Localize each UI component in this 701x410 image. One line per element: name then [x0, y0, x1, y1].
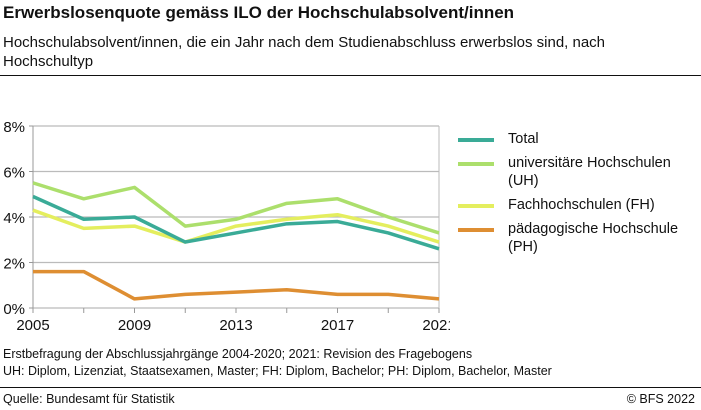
y-tick-label: 6% — [3, 165, 25, 182]
note-2: UH: Diplom, Lizenziat, Staatsexamen, Mas… — [3, 364, 552, 378]
y-tick-label: 8% — [3, 119, 25, 136]
legend-item: pädagogische Hochschule (PH) — [458, 220, 701, 256]
note-1: Erstbefragung der Abschlussjahrgänge 200… — [3, 347, 473, 361]
legend-item: Fachhochschulen (FH) — [458, 196, 701, 214]
legend-label: Fachhochschulen (FH) — [508, 197, 655, 213]
x-tick-label: 2005 — [16, 317, 49, 334]
legend-swatch — [458, 228, 494, 232]
chart-title: Erwerbslosenquote gemäss ILO der Hochsch… — [3, 3, 515, 22]
copyright: © BFS 2022 — [626, 392, 695, 406]
series-line-3 — [33, 269, 440, 301]
x-tick-label: 2021 — [422, 317, 450, 334]
divider — [0, 75, 701, 76]
chart-subtitle: Hochschulabsolvent/innen, die ein Jahr n… — [3, 34, 606, 70]
plot-area: 0% 2% 4% 6% 8% 2005 2009 2013 2017 2021 — [3, 119, 450, 334]
legend-label: universitäre Hochschulen (UH) — [508, 155, 671, 189]
x-tick-label: 2017 — [321, 317, 354, 334]
y-tick-label: 4% — [3, 210, 25, 227]
x-tick-label: 2013 — [219, 317, 252, 334]
y-tick-label: 0% — [3, 301, 25, 318]
legend-item: universitäre Hochschulen (UH) — [458, 154, 701, 190]
x-tick-label: 2009 — [118, 317, 151, 334]
legend-swatch — [458, 204, 494, 208]
legend-label: Total — [508, 131, 539, 147]
legend-label: pädagogische Hochschule (PH) — [508, 221, 679, 255]
y-tick-label: 2% — [3, 256, 25, 273]
legend: Total universitäre Hochschulen (UH) Fachho… — [458, 130, 701, 262]
legend-swatch — [458, 162, 494, 166]
series-line-2 — [32, 208, 440, 244]
legend-item: Total — [458, 130, 701, 148]
series-line-1 — [32, 181, 440, 235]
divider — [0, 387, 701, 388]
source: Quelle: Bundesamt für Statistik — [3, 392, 175, 406]
legend-swatch — [458, 138, 494, 142]
series-line-0 — [32, 194, 440, 251]
